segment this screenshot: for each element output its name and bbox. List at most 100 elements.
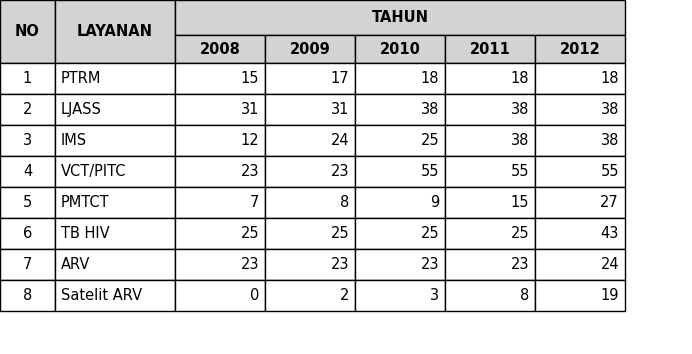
Bar (355, 35, 445, 63)
Bar (0, 0, 55, 63)
Bar (55, 156, 175, 187)
Bar (445, 187, 535, 218)
Bar (0, 63, 55, 94)
Text: VCT/PITC: VCT/PITC (61, 164, 127, 179)
Bar (0, 249, 55, 280)
Text: 25: 25 (420, 226, 439, 241)
Bar (55, 249, 175, 280)
Text: 8: 8 (23, 288, 32, 303)
Bar (0, 218, 55, 249)
Text: 25: 25 (330, 226, 349, 241)
Text: 2010: 2010 (380, 41, 421, 57)
Text: 7: 7 (250, 195, 259, 210)
Text: 2009: 2009 (290, 41, 330, 57)
Text: 23: 23 (421, 257, 439, 272)
Text: 18: 18 (511, 71, 529, 86)
Bar (55, 0, 175, 63)
Text: PMTCT: PMTCT (61, 195, 109, 210)
Text: 0: 0 (250, 288, 259, 303)
Text: 15: 15 (241, 71, 259, 86)
Bar (175, 125, 265, 156)
Bar (265, 187, 355, 218)
Text: 18: 18 (601, 71, 619, 86)
Text: 2011: 2011 (470, 41, 511, 57)
Bar (445, 280, 535, 311)
Bar (175, 280, 265, 311)
Bar (175, 187, 265, 218)
Text: 12: 12 (240, 133, 259, 148)
Text: 1: 1 (23, 71, 32, 86)
Bar (535, 280, 625, 311)
Text: 24: 24 (330, 133, 349, 148)
Text: 7: 7 (23, 257, 33, 272)
Text: 43: 43 (601, 226, 619, 241)
Text: 55: 55 (421, 164, 439, 179)
Bar (265, 280, 355, 311)
Bar (265, 94, 355, 125)
Text: 8: 8 (340, 195, 349, 210)
Bar (355, 280, 445, 311)
Bar (175, 249, 265, 280)
Text: PTRM: PTRM (61, 71, 101, 86)
Text: 38: 38 (601, 133, 619, 148)
Bar (55, 63, 175, 94)
Bar (445, 125, 535, 156)
Bar (535, 94, 625, 125)
Text: LAYANAN: LAYANAN (77, 24, 153, 39)
Text: 24: 24 (601, 257, 619, 272)
Bar (445, 63, 535, 94)
Text: 23: 23 (331, 164, 349, 179)
Text: 2008: 2008 (199, 41, 240, 57)
Bar (175, 94, 265, 125)
Text: NO: NO (15, 24, 40, 39)
Text: 2: 2 (23, 102, 33, 117)
Text: IMS: IMS (61, 133, 87, 148)
Text: 55: 55 (511, 164, 529, 179)
Text: 27: 27 (600, 195, 619, 210)
Text: 17: 17 (330, 71, 349, 86)
Text: 38: 38 (601, 102, 619, 117)
Bar (0, 187, 55, 218)
Text: 38: 38 (421, 102, 439, 117)
Bar (355, 156, 445, 187)
Bar (55, 125, 175, 156)
Text: 23: 23 (241, 164, 259, 179)
Bar (265, 218, 355, 249)
Bar (265, 63, 355, 94)
Text: TB HIV: TB HIV (61, 226, 109, 241)
Text: Satelit ARV: Satelit ARV (61, 288, 142, 303)
Bar (535, 125, 625, 156)
Bar (0, 125, 55, 156)
Text: 9: 9 (430, 195, 439, 210)
Text: 25: 25 (511, 226, 529, 241)
Text: TAHUN: TAHUN (372, 10, 428, 25)
Bar (535, 156, 625, 187)
Text: 6: 6 (23, 226, 32, 241)
Bar (175, 218, 265, 249)
Bar (175, 0, 625, 35)
Text: 23: 23 (331, 257, 349, 272)
Text: 31: 31 (241, 102, 259, 117)
Bar (175, 35, 265, 63)
Text: 3: 3 (430, 288, 439, 303)
Bar (445, 35, 535, 63)
Bar (355, 218, 445, 249)
Text: 55: 55 (601, 164, 619, 179)
Bar (175, 156, 265, 187)
Text: ARV: ARV (61, 257, 91, 272)
Bar (445, 218, 535, 249)
Bar (535, 63, 625, 94)
Bar (445, 94, 535, 125)
Bar (265, 35, 355, 63)
Bar (535, 218, 625, 249)
Text: 23: 23 (511, 257, 529, 272)
Bar (0, 156, 55, 187)
Text: 25: 25 (240, 226, 259, 241)
Bar (445, 156, 535, 187)
Text: 31: 31 (331, 102, 349, 117)
Bar (55, 187, 175, 218)
Bar (535, 249, 625, 280)
Bar (445, 249, 535, 280)
Bar (265, 156, 355, 187)
Text: 23: 23 (241, 257, 259, 272)
